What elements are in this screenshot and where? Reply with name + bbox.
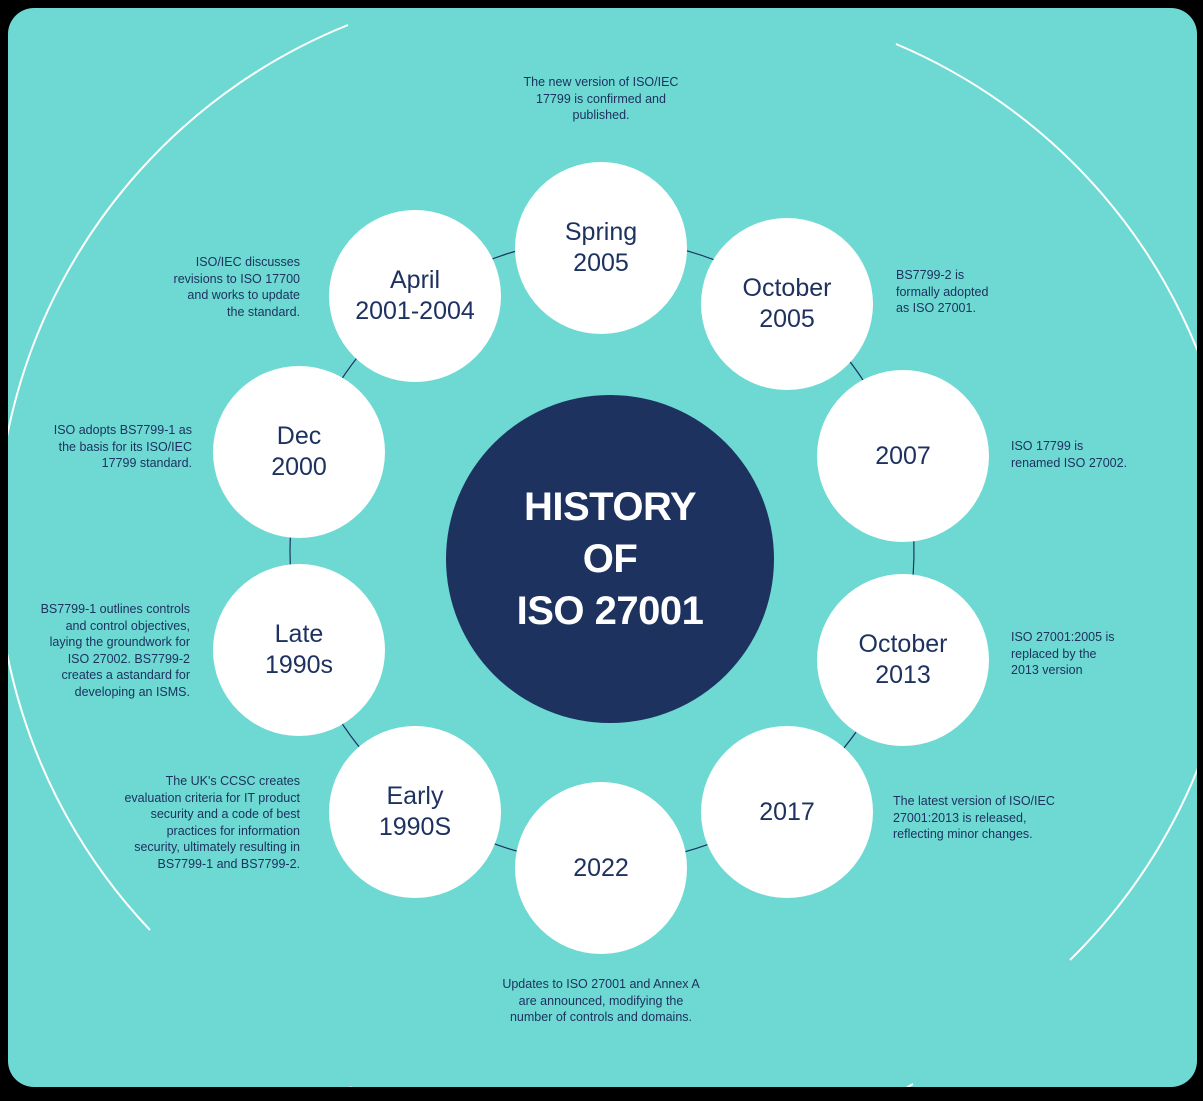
node-label-late-1990s: Late 1990s [264, 620, 334, 679]
node-label-dec-2000: Dec 2000 [271, 422, 327, 481]
node-october-2013: October 2013 [817, 574, 989, 746]
node-october-2005: October 2005 [701, 218, 873, 390]
node-2007: 2007 [817, 370, 989, 542]
node-early-1990s: Early 1990S [329, 726, 501, 898]
node-late-1990s: Late 1990s [213, 564, 385, 736]
node-label-spring-2005: Spring 2005 [564, 218, 638, 277]
node-2022: 2022 [515, 782, 687, 954]
center-circle: HISTORY OF ISO 27001 [446, 395, 774, 723]
desc-october-2013: ISO 27001:2005 is replaced by the 2013 v… [1011, 630, 1115, 677]
desc-2017: The latest version of ISO/IEC 27001:2013… [893, 794, 1055, 841]
desc-october-2005: BS7799-2 is formally adopted as ISO 2700… [896, 268, 989, 315]
desc-spring-2005: The new version of ISO/IEC 17799 is conf… [523, 75, 679, 122]
desc-april-2001-2004: ISO/IEC discusses revisions to ISO 17700… [173, 255, 300, 319]
node-dec-2000: Dec 2000 [213, 366, 385, 538]
node-label-early-1990s: Early 1990S [378, 782, 452, 841]
outer-ring-arc-bottom [350, 1083, 914, 1087]
desc-dec-2000: ISO adopts BS7799-1 as the basis for its… [53, 423, 192, 470]
desc-2007: ISO 17799 is renamed ISO 27002. [1011, 439, 1128, 470]
node-label-2007: 2007 [875, 441, 931, 470]
node-spring-2005: Spring 2005 [515, 162, 687, 334]
desc-2022: Updates to ISO 27001 and Annex A are ann… [502, 977, 700, 1024]
node-april-2001-2004: April 2001-2004 [329, 210, 501, 382]
node-label-april-2001-2004: April 2001-2004 [355, 266, 475, 325]
node-label-october-2013: October 2013 [858, 630, 948, 689]
desc-late-1990s: BS7799-1 outlines controls and control o… [40, 602, 190, 699]
diagram-title: HISTORY OF ISO 27001 [516, 485, 704, 633]
diagram-background: HISTORY OF ISO 27001 Spring 2005 The new… [8, 8, 1197, 1087]
node-label-2022: 2022 [573, 853, 629, 882]
node-2017: 2017 [701, 726, 873, 898]
outer-ring-arc-left [8, 24, 349, 931]
outer-ring-arc-right [895, 43, 1197, 961]
node-label-october-2005: October 2005 [742, 274, 832, 333]
desc-early-1990s: The UK's CCSC creates evaluation criteri… [124, 774, 300, 871]
node-label-2017: 2017 [759, 797, 815, 826]
